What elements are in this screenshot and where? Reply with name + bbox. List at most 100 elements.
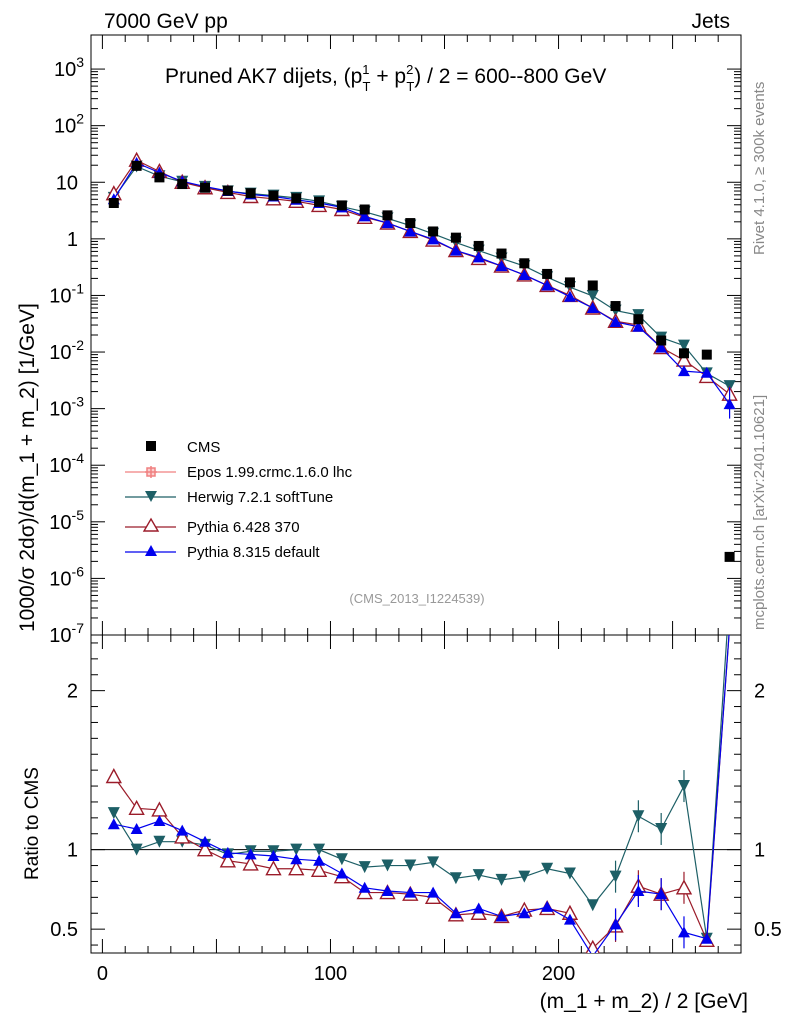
ratio-point-pythia6 <box>219 852 237 868</box>
title-sup1: 1 <box>362 62 369 77</box>
ratio-point-pythia8 <box>153 815 166 827</box>
point-pythia8 <box>495 260 508 272</box>
ratio-point-pythia8 <box>609 918 622 930</box>
point-pythia8 <box>586 301 599 313</box>
point-herwig <box>677 339 690 352</box>
ratio-point-herwig <box>335 853 348 866</box>
legend-cms-marker <box>146 441 156 451</box>
header-energy: 7000 GeV pp <box>104 10 228 33</box>
ratio-point-pythia8 <box>518 907 531 919</box>
ratio-ytick-label-right: 2 <box>754 681 765 703</box>
ratio-point-pythia8 <box>381 884 394 896</box>
legend-pythia8-marker <box>145 545 157 556</box>
ratio-point-pythia8 <box>199 835 212 847</box>
ratio-point-pythia6 <box>288 860 305 876</box>
main-ytick-label: 10-2 <box>49 337 84 364</box>
point-cms <box>656 335 667 346</box>
header-category: Jets <box>691 10 730 33</box>
point-cms <box>519 258 530 269</box>
point-cms <box>473 240 484 251</box>
point-pythia8 <box>358 210 371 222</box>
ratio-point-herwig <box>472 869 485 882</box>
main-ytick-label: 10-1 <box>49 280 84 307</box>
ratio-point-pythia8 <box>541 900 554 912</box>
point-cms <box>314 196 325 207</box>
point-herwig <box>586 289 599 302</box>
main-series-layer <box>105 151 738 562</box>
point-cms <box>405 218 416 229</box>
ratio-point-pythia6 <box>128 799 145 816</box>
main-ytick-label: 10-3 <box>49 394 84 421</box>
ratio-line-pythia6 <box>113 635 730 950</box>
point-pythia8 <box>404 225 417 237</box>
point-cms <box>177 179 188 190</box>
ratio-point-pythia8 <box>107 818 120 830</box>
ratio-point-pythia8 <box>221 846 234 858</box>
title-plus: + p <box>370 65 406 88</box>
ratio-ytick-label-right: 1 <box>754 840 765 862</box>
ratio-point-pythia8 <box>677 926 690 938</box>
ratio-point-herwig <box>427 856 440 869</box>
point-pythia8 <box>677 365 690 377</box>
ratio-point-pythia8 <box>313 854 326 866</box>
main-ytick-label: 102 <box>54 111 84 138</box>
point-pythia8 <box>518 268 531 280</box>
ratio-xtick-label: 0 <box>97 963 108 985</box>
ratio-point-herwig <box>655 822 668 835</box>
ratio-frame <box>90 634 742 954</box>
point-cms <box>633 314 644 325</box>
title-main: Pruned AK7 dijets, (p <box>165 65 362 88</box>
title-sub1: T <box>363 79 371 94</box>
point-cms <box>450 232 461 243</box>
point-cms <box>678 348 689 359</box>
legend-epos-label: Epos 1.99.crmc.1.6.0 lhc <box>187 464 353 481</box>
series-line-pythia6 <box>113 159 730 395</box>
ratio-point-pythia8 <box>700 932 713 944</box>
ratio-point-herwig <box>541 862 554 875</box>
point-pythia8 <box>427 233 440 245</box>
legend-epos-marker <box>145 466 157 478</box>
ratio-point-herwig <box>449 872 462 885</box>
rivet-label: Rivet 4.1.0, ≥ 300k events <box>751 82 768 255</box>
ratio-ylabel: Ratio to CMS <box>22 767 43 880</box>
main-ytick-label: 10-7 <box>49 620 84 647</box>
point-cms <box>382 210 393 221</box>
main-ytick-label: 103 <box>54 54 84 81</box>
main-ytick-label: 10-5 <box>49 507 84 534</box>
ratio-point-herwig <box>586 899 599 912</box>
point-cms <box>610 301 621 312</box>
point-pythia8 <box>449 244 462 256</box>
point-cms <box>291 193 302 204</box>
ratio-point-pythia6 <box>105 768 122 784</box>
ratio-axis-ticks: 0.5 0.5 1 1 2 2 0 100 200 <box>50 635 782 985</box>
ratio-point-herwig <box>518 870 531 883</box>
mcplots-label: mcplots.cern.ch [arXiv:2401.10621] <box>751 395 768 630</box>
point-pythia8 <box>472 251 485 263</box>
point-pythia8 <box>541 279 554 291</box>
ratio-point-herwig <box>107 807 120 820</box>
ratio-point-pythia6 <box>310 861 328 878</box>
legend-pythia6-marker <box>142 517 160 532</box>
analysis-id: (CMS_2013_I1224539) <box>349 591 484 606</box>
point-cms <box>154 172 165 183</box>
ratio-point-pythia8 <box>404 886 417 898</box>
ratio-point-pythia8 <box>130 822 143 834</box>
ratio-point-herwig <box>381 859 394 872</box>
legend-herwig-marker <box>145 491 157 502</box>
main-ytick-label: 1 <box>67 229 78 251</box>
ratio-point-pythia6 <box>265 860 282 876</box>
point-pythia8 <box>700 366 713 378</box>
point-cms <box>222 185 233 196</box>
ratio-ytick-label: 0.5 <box>50 919 78 941</box>
legend: CMS Epos 1.99.crmc.1.6.0 lhc Herwig 7.2.… <box>125 439 353 561</box>
ratio-xtick-label: 200 <box>542 963 575 985</box>
ratio-point-pythia8 <box>335 867 348 879</box>
ratio-ytick-label: 2 <box>67 681 78 703</box>
ratio-point-herwig <box>677 780 690 793</box>
ratio-point-herwig <box>609 870 622 883</box>
legend-pythia6-label: Pythia 6.428 370 <box>187 519 300 536</box>
ratio-point-herwig <box>153 835 166 848</box>
ratio-point-pythia8 <box>563 913 576 925</box>
title-sub2: T <box>406 79 414 94</box>
